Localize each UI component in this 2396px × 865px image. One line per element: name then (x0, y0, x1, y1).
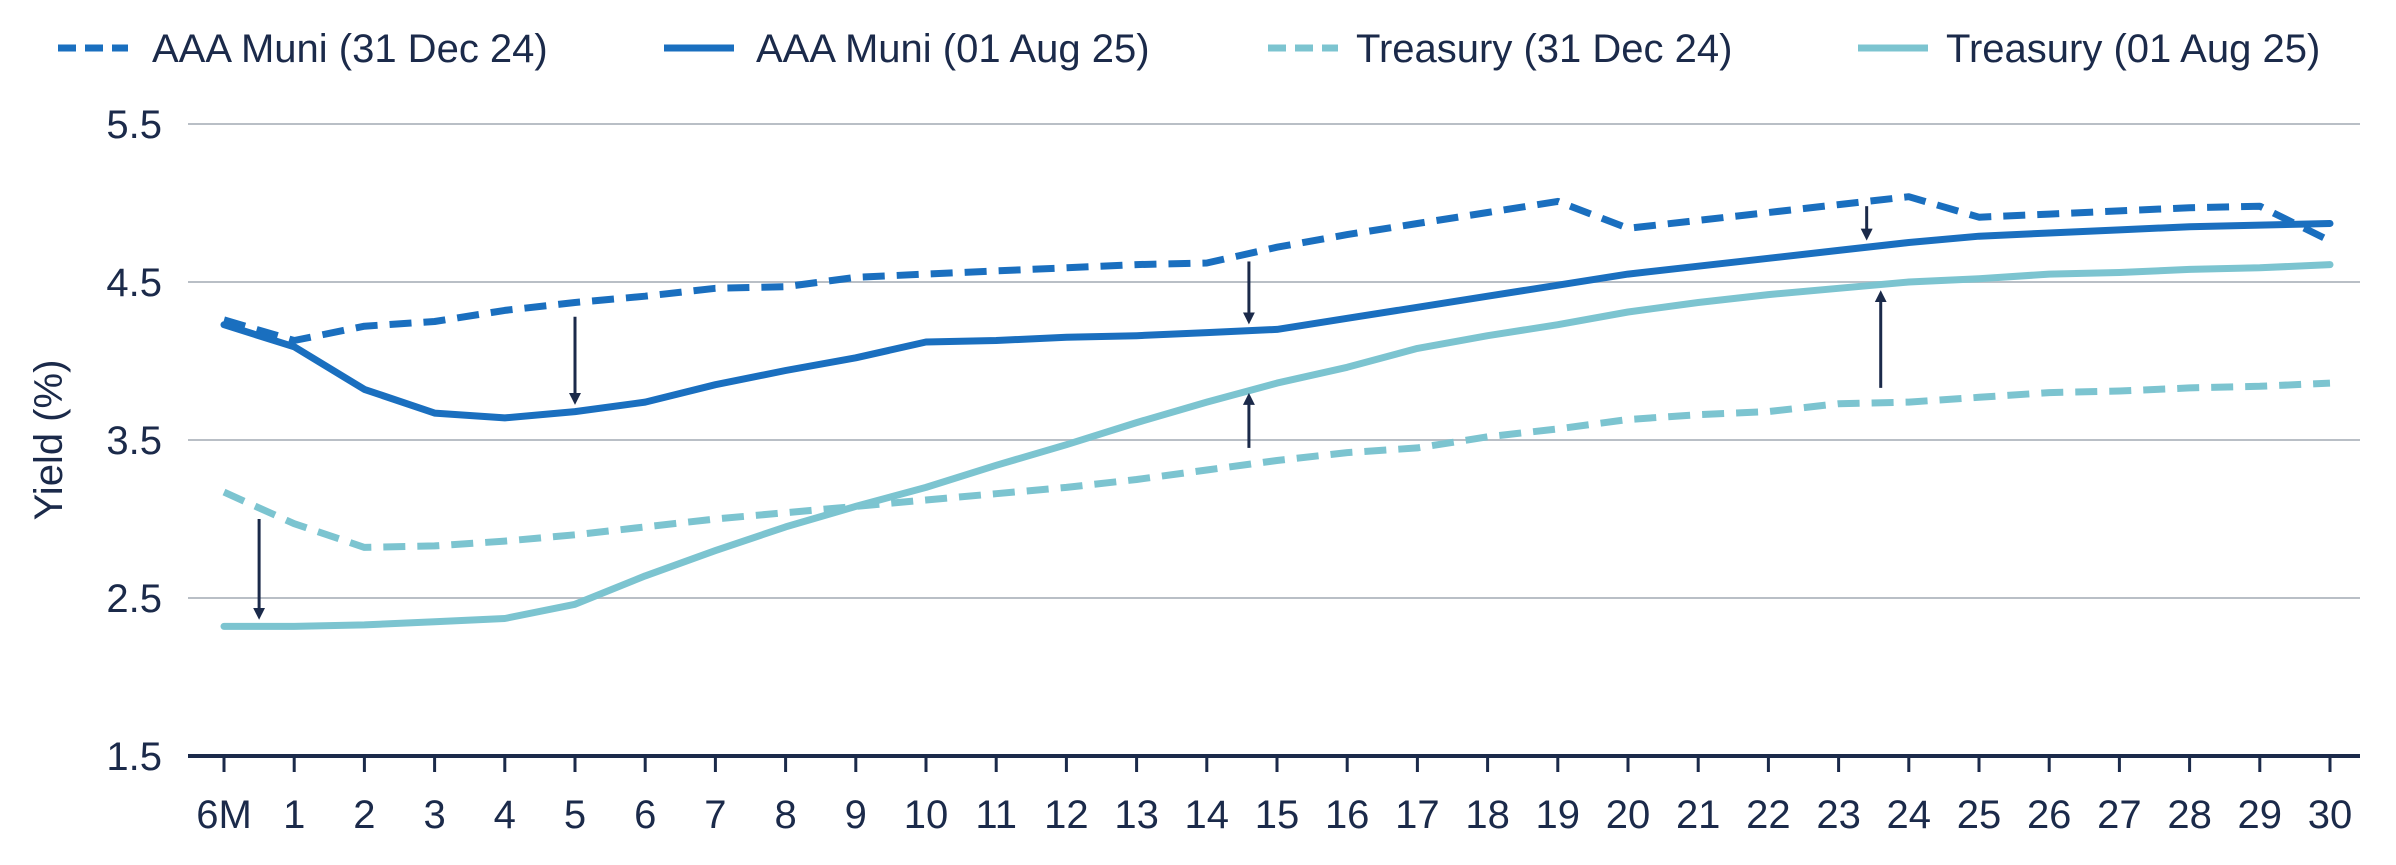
y-tick-label: 2.5 (106, 577, 162, 621)
x-tick-label: 6M (196, 793, 252, 837)
x-tick-label: 30 (2308, 793, 2353, 837)
x-tick-label: 5 (564, 793, 586, 837)
x-axis: 6M 1 2 3 4 5 6 7 8 9 10 11 12 13 14 15 16 17 18 19 20 21 22 23 2… (188, 754, 2360, 837)
series-line-3 (220, 261, 2334, 630)
y-axis-ticks: 5.5 4.5 3.5 2.5 1.5 (106, 103, 162, 779)
x-tick-label: 12 (1044, 793, 1089, 837)
x-tick-label: 15 (1255, 793, 1300, 837)
legend-label-2: Treasury (31 Dec 24) (1356, 27, 1732, 71)
legend-item-1: AAA Muni (01 Aug 25) (664, 27, 1150, 71)
legend-item-2: Treasury (31 Dec 24) (1268, 27, 1732, 71)
x-tick-label: 23 (1816, 793, 1861, 837)
x-tick-label: 9 (845, 793, 867, 837)
x-tick-label: 16 (1325, 793, 1370, 837)
x-tick-label: 28 (2167, 793, 2212, 837)
x-tick-label: 8 (774, 793, 796, 837)
x-tick-label: 29 (2238, 793, 2283, 837)
x-tick-label: 1 (283, 793, 305, 837)
legend: AAA Muni (31 Dec 24) AAA Muni (01 Aug 25… (58, 27, 2320, 71)
x-tick-label: 27 (2097, 793, 2142, 837)
legend-label-0: AAA Muni (31 Dec 24) (152, 27, 548, 71)
x-tick-label: 4 (494, 793, 516, 837)
x-tick-label: 26 (2027, 793, 2072, 837)
x-tick-label: 13 (1114, 793, 1159, 837)
y-tick-label: 1.5 (106, 735, 162, 779)
y-axis-title: Yield (%) (27, 360, 71, 521)
x-tick-label: 19 (1536, 793, 1581, 837)
x-tick-label: 11 (975, 793, 1017, 837)
x-tick-label: 25 (1957, 793, 2002, 837)
series-line-0 (223, 193, 2332, 344)
x-tick-label: 18 (1465, 793, 1510, 837)
x-tick-label: 3 (423, 793, 445, 837)
x-tick-label: 2 (353, 793, 375, 837)
x-tick-label: 7 (704, 793, 726, 837)
x-tick-label: 21 (1676, 793, 1721, 837)
legend-label-3: Treasury (01 Aug 25) (1946, 27, 2320, 71)
y-tick-label: 4.5 (106, 261, 162, 305)
series-lines (220, 193, 2334, 630)
x-tick-label: 24 (1887, 793, 1932, 837)
x-tick-label: 17 (1395, 793, 1440, 837)
x-tick-label: 14 (1185, 793, 1230, 837)
legend-item-0: AAA Muni (31 Dec 24) (58, 27, 548, 71)
gridlines (188, 123, 2360, 599)
legend-label-1: AAA Muni (01 Aug 25) (756, 27, 1150, 71)
x-tick-label: 20 (1606, 793, 1651, 837)
y-tick-label: 5.5 (106, 103, 162, 147)
x-tick-label: 6 (634, 793, 656, 837)
series-line-1 (220, 220, 2334, 422)
x-tick-label: 10 (904, 793, 949, 837)
series-line-2 (222, 379, 2331, 551)
legend-item-3: Treasury (01 Aug 25) (1858, 27, 2320, 71)
change-arrows (253, 206, 1887, 620)
y-tick-label: 3.5 (106, 419, 162, 463)
x-tick-label: 22 (1746, 793, 1791, 837)
